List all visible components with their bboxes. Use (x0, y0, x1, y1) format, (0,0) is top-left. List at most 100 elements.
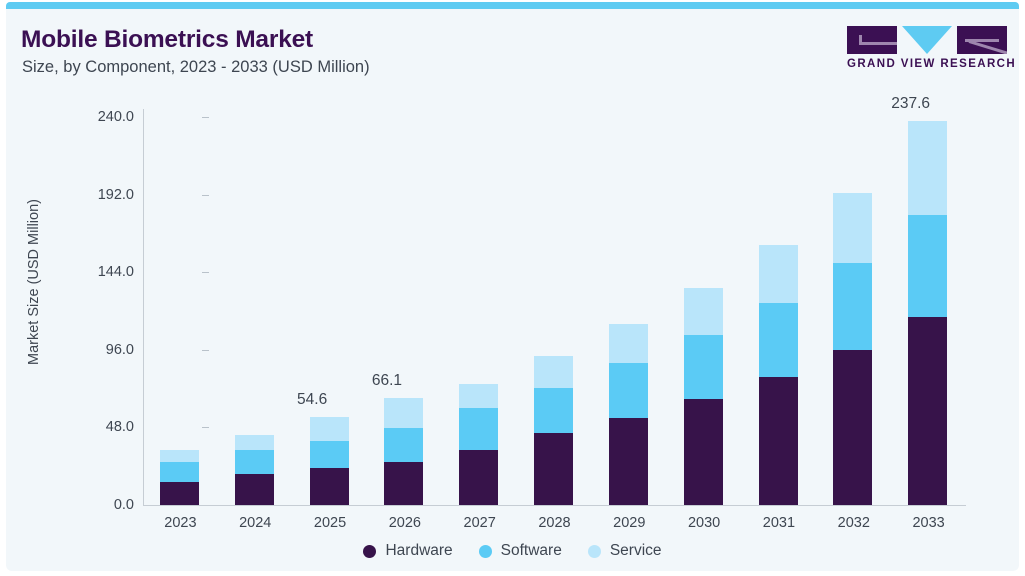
y-axis-tick-label: 96.0 (105, 341, 134, 358)
bar-value-label: 237.6 (891, 94, 931, 112)
stacked-bar[interactable] (683, 288, 723, 505)
logo-marks (847, 25, 1007, 55)
bar-group[interactable]: 2023 (143, 84, 218, 531)
bar-segment-software[interactable] (160, 462, 199, 483)
y-axis-title: Market Size (USD Million) (26, 199, 42, 365)
bar-segment-service[interactable] (234, 435, 274, 451)
bar-segment-service[interactable] (384, 398, 424, 429)
bar-group[interactable]: 2028 (517, 84, 592, 531)
legend-label: Software (500, 542, 562, 559)
y-axis-tick-mark (202, 349, 209, 351)
x-axis-line (143, 505, 966, 506)
bar-segment-hardware[interactable] (908, 316, 948, 505)
y-axis-tick-mark (202, 427, 209, 429)
legend-item-service[interactable]: Service (587, 542, 662, 560)
bar-value-label: 54.6 (297, 390, 328, 408)
stacked-bar[interactable] (758, 245, 798, 505)
logo-wordmark: GRAND VIEW RESEARCH (847, 58, 1017, 70)
stacked-bar[interactable] (384, 398, 424, 505)
chart-panel: Mobile Biometrics Market Size, by Compon… (6, 9, 1019, 571)
bar-group[interactable]: 2027 (442, 84, 517, 531)
bar-segment-service[interactable] (608, 323, 648, 364)
bar-segment-service[interactable] (459, 384, 499, 408)
bar-segment-service[interactable] (309, 416, 349, 441)
bar-group[interactable]: 54.6 2025 (293, 84, 368, 531)
bar-segment-service[interactable] (833, 193, 873, 263)
stacked-bar[interactable] (608, 323, 648, 505)
y-axis-tick-label: 48.0 (105, 419, 134, 436)
bar-segment-service[interactable] (758, 245, 798, 304)
x-axis-tick-label: 2033 (912, 515, 945, 531)
bar-segment-software[interactable] (384, 428, 424, 462)
stacked-bar[interactable] (234, 435, 274, 505)
bar-segment-hardware[interactable] (160, 482, 199, 505)
bar-segment-software[interactable] (459, 407, 499, 451)
legend-swatch-icon (363, 544, 377, 558)
bar-group[interactable]: 2030 (667, 84, 742, 531)
stacked-bar[interactable] (534, 356, 574, 505)
legend-swatch-icon (478, 544, 492, 558)
bar-segment-software[interactable] (234, 450, 274, 474)
logo-left-tick (859, 35, 862, 43)
bar-group[interactable]: 66.1 2026 (367, 84, 442, 531)
stacked-bar[interactable] (833, 193, 873, 505)
logo-left-line (859, 42, 897, 45)
x-axis-tick-label: 2027 (463, 515, 496, 531)
x-axis-tick-label: 2025 (313, 515, 347, 531)
y-axis-tick-mark (202, 117, 209, 118)
y-axis-tick-label: 0.0 (113, 497, 134, 513)
stacked-bar[interactable] (309, 416, 349, 505)
bar-group[interactable]: 2032 (816, 84, 891, 531)
bar-segment-service[interactable] (908, 120, 948, 215)
bar-segment-software[interactable] (833, 263, 873, 350)
bar-segment-hardware[interactable] (683, 399, 723, 505)
y-axis-line (143, 109, 144, 505)
bar-segment-hardware[interactable] (234, 473, 274, 505)
legend-item-software[interactable]: Software (478, 542, 562, 560)
bar-segment-hardware[interactable] (608, 417, 648, 505)
page-subtitle: Size, by Component, 2023 - 2033 (USD Mil… (22, 58, 370, 76)
y-axis-tick-label: 240.0 (97, 109, 134, 125)
plot-area: Market Size (USD Million) 0.0 48.0 96.0 144… (6, 84, 1019, 571)
legend-label: Service (609, 542, 662, 559)
bar-segment-software[interactable] (683, 335, 723, 400)
y-axis-tick-label: 192.0 (97, 186, 134, 203)
bar-segment-software[interactable] (758, 303, 798, 378)
stacked-bar[interactable] (908, 120, 948, 505)
bar-segment-service[interactable] (534, 356, 574, 388)
stacked-bar[interactable] (160, 450, 199, 505)
bar-value-label: 66.1 (371, 372, 403, 390)
bar-segment-hardware[interactable] (384, 461, 424, 505)
top-accent-bar (6, 2, 1019, 9)
bar-segment-hardware[interactable] (758, 377, 798, 505)
brand-logo: GRAND VIEW RESEARCH (847, 25, 1017, 77)
x-axis-tick-label: 2031 (762, 515, 796, 531)
stacked-bar[interactable] (459, 384, 499, 505)
logo-right-diagonal (968, 40, 1007, 54)
bar-segment-hardware[interactable] (534, 433, 574, 505)
legend-item-hardware[interactable]: Hardware (363, 542, 453, 560)
x-axis-tick-label: 2030 (687, 515, 721, 531)
x-axis-tick-label: 2023 (164, 515, 197, 531)
bar-segment-software[interactable] (309, 440, 349, 469)
bar-segment-hardware[interactable] (309, 468, 349, 505)
x-axis-tick-label: 2024 (239, 515, 272, 531)
bar-segment-software[interactable] (608, 363, 648, 418)
x-axis-tick-label: 2032 (837, 515, 870, 531)
x-axis-tick-label: 2026 (388, 515, 421, 531)
bar-segment-software[interactable] (534, 387, 574, 434)
logo-right-line (965, 39, 999, 42)
bar-segment-hardware[interactable] (459, 450, 499, 505)
logo-triangle-icon (902, 26, 952, 54)
bar-segment-service[interactable] (683, 288, 723, 336)
bar-segment-service[interactable] (160, 450, 199, 463)
bar-group[interactable]: 2031 (742, 84, 817, 531)
bar-group[interactable]: 2024 (218, 84, 293, 531)
bar-group[interactable]: 2029 (592, 84, 667, 531)
legend-swatch-icon (587, 544, 601, 558)
bar-segment-software[interactable] (908, 214, 948, 317)
y-axis-tick-mark (202, 194, 209, 196)
bar-segment-hardware[interactable] (833, 349, 873, 505)
bar-group[interactable]: 237.6 2033 (891, 84, 966, 531)
